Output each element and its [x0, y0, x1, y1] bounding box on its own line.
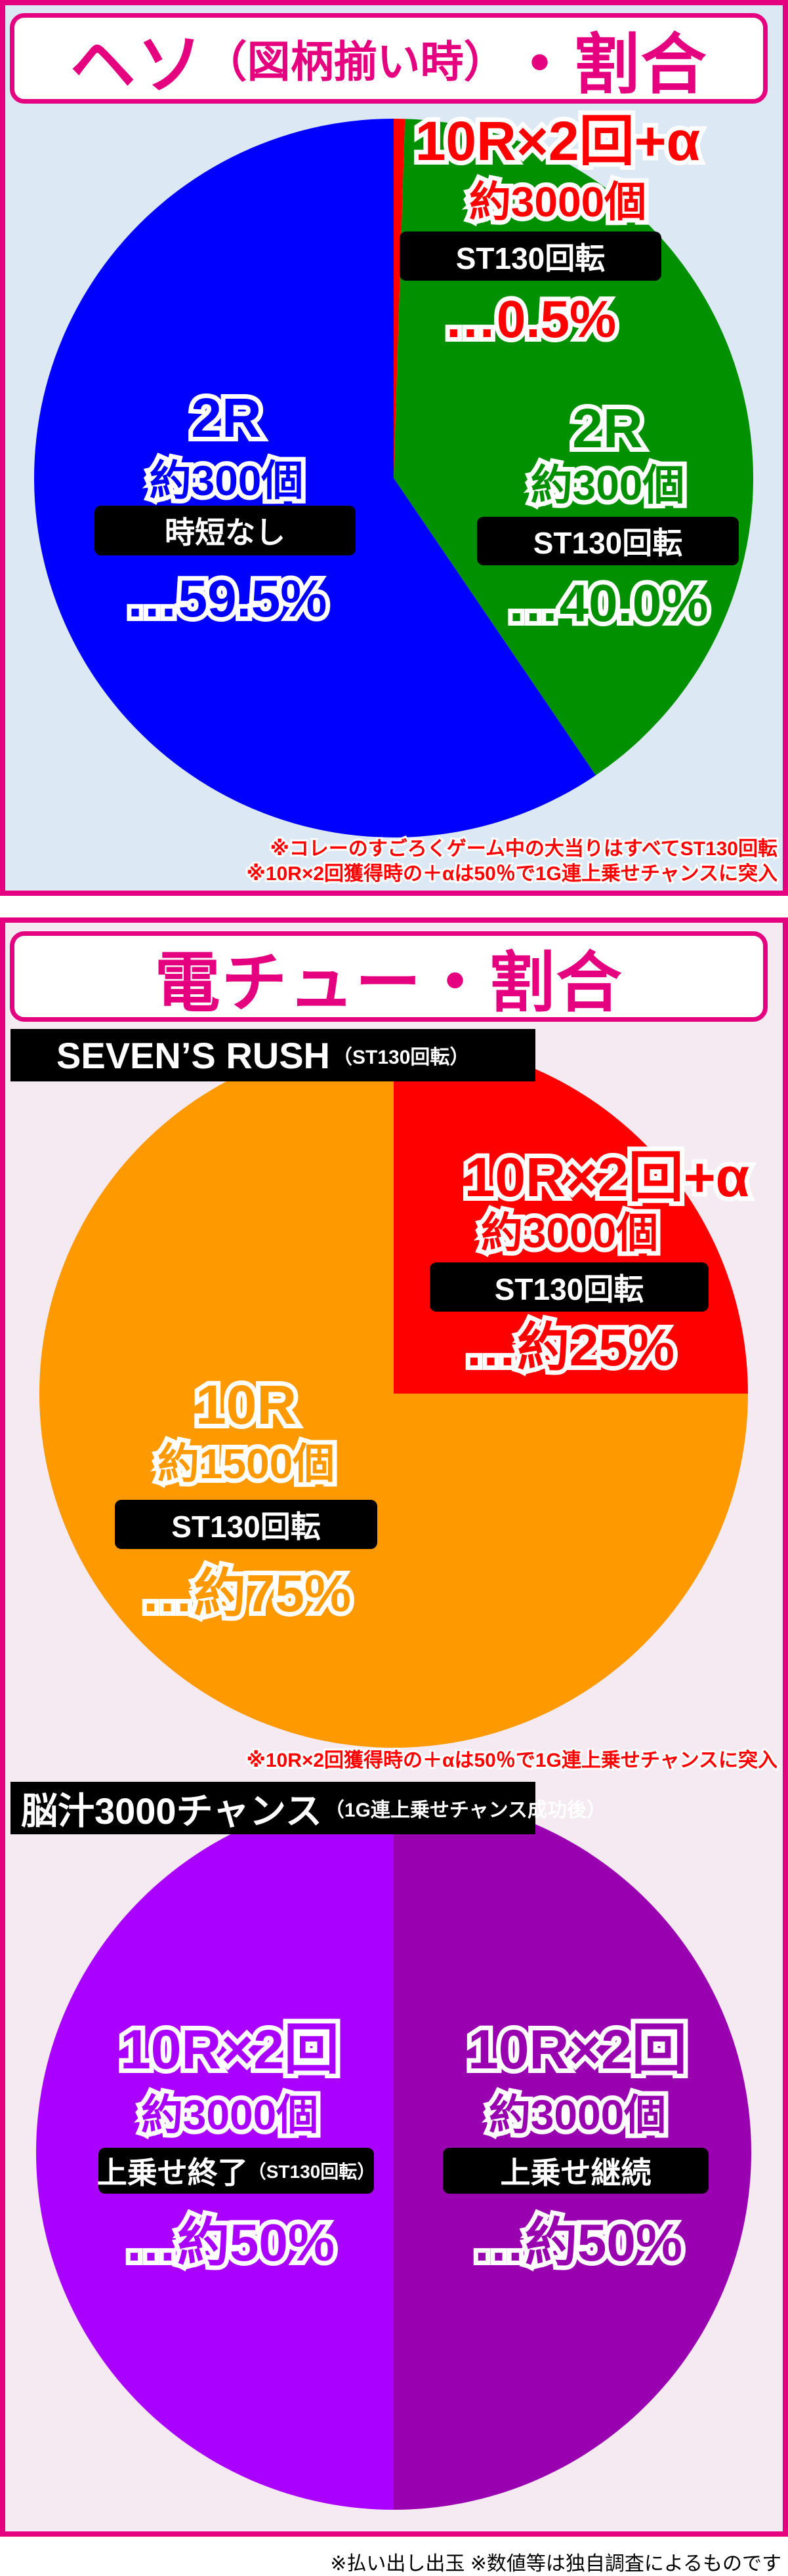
mode-subtext: （ST130回転）	[247, 2162, 376, 2182]
slice-label-rounds: 10R×2回	[463, 2017, 692, 2082]
denchu-title: 電チュー・割合	[10, 931, 768, 1022]
slice-label-rounds: 2R	[568, 396, 647, 460]
pie-slice	[39, 1039, 748, 1748]
slice-label-rounds: 10R×2回	[115, 2017, 344, 2082]
chance-label-subtext: （1G連上乗せチャンス成功後）	[324, 1800, 607, 1821]
slice-label-balls: 約3000個	[476, 1207, 663, 1258]
slice-percent: …0.5%	[440, 289, 621, 350]
footnote: ※コレーのすごろくゲーム中の大当りはすべてST130回転	[268, 837, 779, 861]
title-subtext: （図柄揃い時）	[203, 37, 507, 86]
slice-mode-badge: ST130回転	[430, 1262, 709, 1312]
rush-label-text: SEVEN’S RUSH	[56, 1034, 330, 1076]
chance-label: 脳汁3000チャンス （1G連上乗せチャンス成功後）	[10, 1782, 606, 1834]
slice-label-balls: 約1500個	[153, 1438, 339, 1489]
slice-percent: …約50%	[120, 2212, 339, 2274]
slice-label-balls: 約3000個	[484, 2089, 671, 2141]
slice-label-balls: 約300個	[526, 460, 690, 511]
rush-label: SEVEN’S RUSH （ST130回転）	[10, 1029, 535, 1081]
slice-label-balls: 約300個	[145, 455, 308, 506]
slice-mode-badge: 上乗せ継続	[443, 2148, 709, 2194]
mode-text: 上乗せ終了	[96, 2156, 248, 2190]
title-text: 電チュー・割合	[154, 946, 623, 1020]
footnote: ※10R×2回獲得時の＋αは50％で1G連上乗せチャンスに突入	[245, 862, 779, 886]
heso-title: ヘソ （図柄揃い時） ・割合	[10, 13, 768, 104]
slice-mode-badge: ST130回転	[115, 1500, 377, 1549]
slice-label-balls: 約3000個	[465, 176, 651, 228]
slice-label-rounds: 10R×2回+α	[460, 1145, 755, 1209]
slice-percent: …40.0%	[503, 573, 713, 634]
footer-note: ※払い出し出玉 ※数値等は独自調査によるものです	[330, 2553, 781, 2575]
slice-percent: …約75%	[136, 1563, 356, 1624]
slice-label-rounds: 10R×2回+α	[411, 109, 705, 173]
heso-pie	[33, 119, 753, 837]
chance-label-text: 脳汁3000チャンス	[21, 1790, 322, 1832]
pie-slice	[394, 119, 405, 478]
footnote: ※10R×2回獲得時の＋αは50％で1G連上乗せチャンスに突入	[245, 1749, 779, 1773]
slice-mode-badge: ST130回転	[477, 517, 739, 565]
rush-label-subtext: （ST130回転）	[333, 1047, 470, 1068]
slice-percent: …59.5%	[121, 568, 332, 630]
slice-mode-badge: 上乗せ終了 （ST130回転）	[96, 2148, 376, 2194]
slice-percent: …約50%	[468, 2212, 687, 2274]
slice-label-rounds: 10R	[191, 1373, 301, 1437]
slice-label-rounds: 2R	[186, 386, 266, 450]
title-text: ヘソ	[70, 28, 204, 102]
slice-percent: …約25%	[460, 1317, 679, 1379]
slice-mode-badge: 時短なし	[94, 506, 356, 555]
denchu-pie	[39, 1039, 748, 1748]
pie-slice	[33, 119, 596, 837]
pie-slice	[394, 119, 753, 776]
title-text: ・割合	[507, 28, 708, 102]
slice-mode-badge: ST130回転	[400, 231, 661, 281]
slice-label-balls: 約3000個	[136, 2089, 323, 2141]
